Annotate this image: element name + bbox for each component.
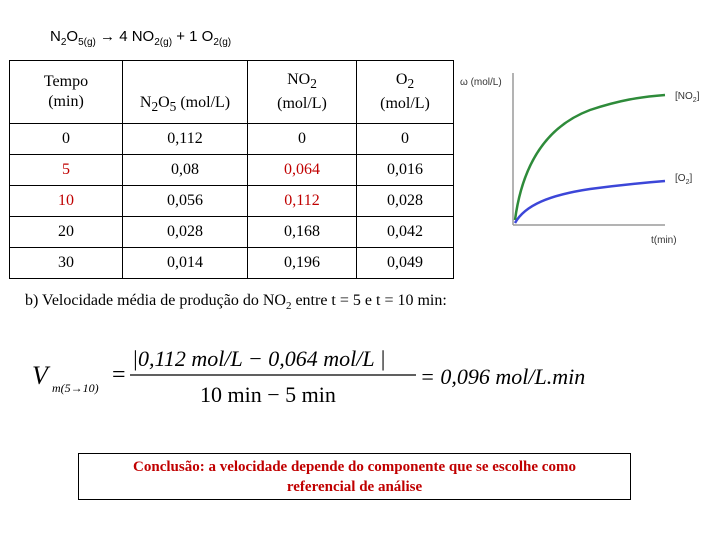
no2-curve	[513, 93, 666, 221]
header-o2: O2 (mol/L)	[356, 60, 454, 124]
cell-o2: 0,028	[356, 185, 454, 217]
h1-sub2: 5	[169, 99, 177, 114]
cell-n2o5: 0,112	[122, 123, 248, 155]
product-o2: + 1 O	[176, 28, 214, 45]
legend-no2: [NO2]	[675, 91, 700, 104]
cell-no2: 0,112	[247, 185, 357, 217]
formula-denominator: 10 min − 5 min	[200, 382, 336, 407]
h2-unit: (mol/L)	[277, 95, 327, 113]
conclusion-line1: Conclusão: a velocidade depende do compo…	[133, 459, 576, 475]
table-row: 5 0,08 0,064 0,016	[9, 154, 454, 186]
cell-n2o5: 0,028	[122, 216, 248, 248]
legend-o2: [O2]	[675, 173, 692, 186]
h3-main: O	[395, 70, 408, 88]
h1-sub1: 2	[151, 99, 159, 114]
header-no2: NO2 (mol/L)	[247, 60, 357, 124]
h1-o: O	[158, 93, 170, 111]
rate-formula: V m(5→10) = |0,112 mol/L − 0,064 mol/L |…	[32, 346, 585, 407]
question-sub: 2	[285, 300, 292, 313]
arrow-icon: →	[100, 28, 116, 45]
h3-sub1: 2	[407, 76, 415, 92]
product-no2-sub: 2(g)	[154, 37, 173, 48]
cell-time: 10	[9, 185, 123, 217]
reactant-sub2: 5(g)	[78, 37, 96, 48]
h3-unit: (mol/L)	[380, 95, 430, 113]
h1-main: N	[139, 93, 152, 111]
cell-no2: 0,196	[247, 247, 357, 279]
conclusion-box: Conclusão: a velocidade depende do compo…	[78, 453, 631, 500]
conclusion-line2: referencial de análise	[286, 479, 423, 495]
concentration-table: Tempo (min) N2O5 (mol/L) NO2 (mol/L) O2 …	[9, 60, 454, 279]
header-tempo-l2: (min)	[48, 93, 84, 110]
table-row: 20 0,028 0,168 0,042	[9, 216, 454, 248]
formula-v: V	[32, 361, 51, 390]
reactant-o: O	[66, 28, 79, 45]
table-row: 30 0,014 0,196 0,049	[9, 247, 454, 279]
table-row: 0 0,112 0 0	[9, 123, 454, 155]
table-row: 10 0,056 0,112 0,028	[9, 185, 454, 217]
cell-no2: 0,168	[247, 216, 357, 248]
question-prefix: b) Velocidade média de produção do NO	[25, 292, 286, 309]
cell-time: 30	[9, 247, 123, 279]
h2-sub1: 2	[310, 76, 317, 92]
cell-o2: 0,042	[356, 216, 454, 248]
question-b: b) Velocidade média de produção do NO2 e…	[25, 292, 447, 312]
o2-curve	[513, 179, 666, 224]
cell-time: 5	[9, 154, 123, 186]
header-tempo-l1: Tempo	[43, 73, 89, 90]
formula-numerator: |0,112 mol/L − 0,064 mol/L |	[132, 346, 386, 371]
h1-unit: (mol/L)	[176, 93, 231, 111]
cell-n2o5: 0,056	[122, 185, 248, 217]
reactant-sub1: 2	[60, 37, 67, 48]
cell-time: 0	[9, 123, 123, 155]
product-o2-sub: 2(g)	[213, 37, 232, 48]
cell-n2o5: 0,08	[122, 154, 248, 186]
header-tempo: Tempo (min)	[9, 60, 123, 124]
formula-result: = 0,096 mol/L.min	[420, 364, 585, 389]
question-suffix: entre t = 5 e t = 10 min:	[291, 292, 447, 309]
cell-time: 20	[9, 216, 123, 248]
reaction-equation: N2O5(g) → 4 NO2(g) + 1 O2(g)	[50, 28, 231, 48]
graph-y-label: ω (mol/L)	[460, 77, 502, 88]
reactant-n: N	[50, 28, 61, 45]
cell-o2: 0	[356, 123, 454, 155]
formula-v-sub: m(5→10)	[52, 381, 99, 395]
cell-no2: 0	[247, 123, 357, 155]
cell-n2o5: 0,014	[122, 247, 248, 279]
cell-o2: 0,016	[356, 154, 454, 186]
cell-no2: 0,064	[247, 154, 357, 186]
header-n2o5: N2O5 (mol/L)	[122, 60, 248, 124]
graph-x-label: t(min)	[651, 235, 677, 246]
cell-o2: 0,049	[356, 247, 454, 279]
h2-main: NO	[287, 70, 311, 88]
product-no2: 4 NO	[119, 28, 155, 45]
concentration-graph: ω (mol/L) [NO2] [O2] t(min)	[460, 73, 700, 246]
table-header-row: Tempo (min) N2O5 (mol/L) NO2 (mol/L) O2 …	[9, 60, 454, 124]
formula-equals: =	[112, 362, 126, 388]
